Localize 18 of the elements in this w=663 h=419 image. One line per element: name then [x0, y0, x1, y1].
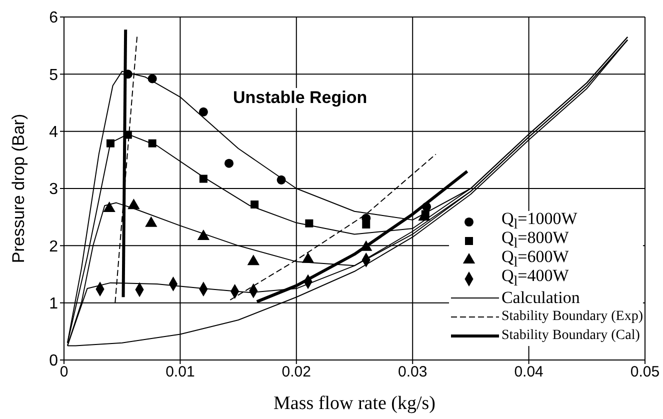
y-axis-title: Pressure drop (Bar)	[9, 114, 28, 264]
y-tick-label: 5	[49, 66, 58, 84]
y-tick-label: 0	[49, 352, 58, 370]
annotation: Unstable Region	[230, 88, 370, 108]
y-tick-label: 4	[49, 124, 58, 142]
x-tick-label: 0.01	[166, 364, 195, 381]
x-tick-label: 0.05	[630, 364, 660, 381]
y-tick-label: 3	[49, 181, 58, 198]
x-tick-label: 0.03	[398, 364, 428, 381]
y-tick-label: 6	[49, 10, 58, 27]
y-tick-label: 1	[49, 296, 58, 313]
x-tick-label: 0.02	[282, 364, 311, 381]
x-tick-label: 0.04	[514, 364, 544, 381]
legend-label: Calculation	[501, 288, 580, 308]
legend-label: Stability Boundary (Cal)	[501, 328, 640, 344]
x-axis-title: Mass flow rate (kg/s)	[274, 393, 436, 414]
legend-label: Stability Boundary (Exp)	[501, 308, 643, 324]
y-tick-label: 2	[49, 238, 58, 256]
